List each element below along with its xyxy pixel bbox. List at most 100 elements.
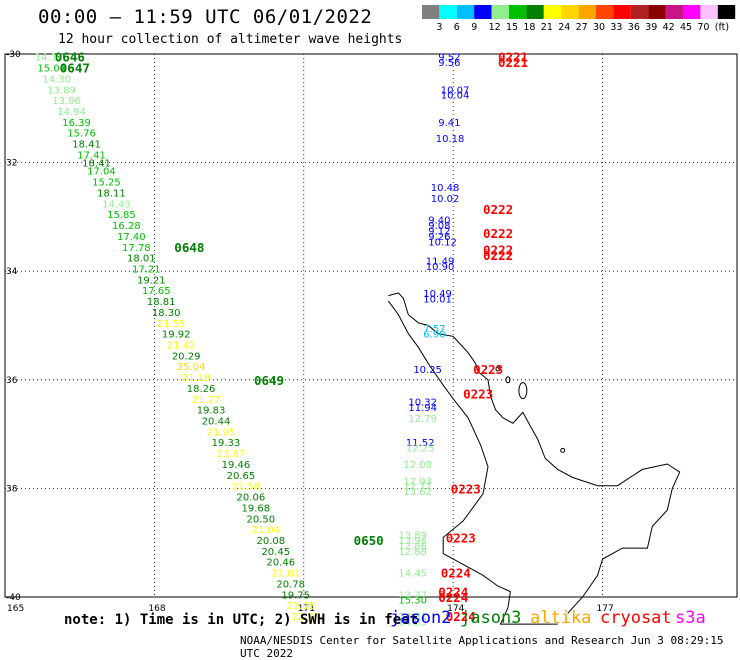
island: [505, 376, 511, 384]
lon-tick-label: 174: [447, 604, 464, 614]
colorbar-label: 6: [454, 22, 460, 33]
swh-value: 15.04: [37, 64, 66, 75]
colorbar-swatch: [596, 5, 614, 19]
swh-value: 14.43: [102, 199, 131, 210]
time-label: 0224: [441, 566, 471, 581]
colorbar-label: 36: [628, 22, 640, 33]
swh-value: 12.93: [403, 476, 432, 487]
swh-value: 11.52: [406, 438, 435, 449]
colorbar-label: 27: [576, 22, 588, 33]
swh-value: 18.81: [147, 297, 176, 308]
swh-value: 14.12: [35, 53, 64, 64]
swh-value: 11.94: [408, 403, 437, 414]
swh-value: 10.01: [423, 294, 452, 305]
time-label: 0224: [438, 590, 468, 605]
lat-tick-label: -40: [6, 593, 21, 603]
swh-value: 12.68: [398, 547, 427, 558]
time-label: 0222: [483, 248, 513, 263]
time-label: 0223: [446, 530, 476, 545]
colorbar-swatch: [543, 5, 562, 19]
colorbar-swatch: [491, 5, 509, 19]
island: [495, 366, 501, 372]
swh-value: 10.18: [436, 134, 465, 145]
page-subtitle: 12 hour collection of altimeter wave hei…: [58, 32, 403, 47]
map-frame: [4, 53, 738, 598]
swh-value: 25.04: [177, 362, 206, 373]
swh-value: 10.49: [423, 289, 452, 300]
swh-value: 20.08: [256, 536, 285, 547]
swh-value: 22.28: [291, 612, 320, 623]
colorbar-label: 70: [697, 22, 709, 33]
swh-value: 21.77: [192, 395, 221, 406]
swh-value: 14.83: [398, 617, 427, 628]
swh-value: 9.26: [428, 232, 450, 243]
colorbar-swatch: [456, 5, 475, 19]
legend-altika: altika: [530, 608, 592, 628]
swh-value: 9.41: [438, 118, 460, 129]
swh-value: 12.79: [408, 414, 437, 425]
swh-value: 16.39: [62, 118, 91, 129]
swh-value: 18.26: [187, 384, 216, 395]
swh-value: 18.41: [72, 140, 101, 151]
time-label: 0650: [354, 533, 384, 548]
swh-value: 20.78: [276, 579, 305, 590]
legend-jason2: jason2: [390, 608, 452, 628]
swh-value: 19.83: [197, 406, 226, 417]
lat-tick-label: 36: [6, 376, 18, 386]
swh-value: 19.75: [281, 590, 310, 601]
swh-value: 19.68: [242, 503, 271, 514]
swh-value: 21.58: [232, 482, 261, 493]
colorbar-label: 39: [645, 22, 657, 33]
swh-value: 7.57: [423, 324, 445, 335]
time-label: 0224: [438, 585, 468, 600]
swh-value: 10.12: [428, 237, 457, 248]
page-title: 00:00 – 11:59 UTC 06/01/2022: [38, 6, 373, 28]
swh-value: 19.21: [137, 275, 166, 286]
swh-value: 14.81: [398, 612, 427, 623]
swh-value: 19.46: [222, 460, 251, 471]
swh-value: 21.95: [207, 427, 236, 438]
swh-value: 20.46: [266, 558, 295, 569]
colorbar-label: 30: [593, 22, 605, 33]
swh-value: 13.86: [52, 96, 81, 107]
swh-value: 14.30: [42, 74, 71, 85]
lat-tick-label: 38: [6, 484, 18, 494]
swh-value: 18.01: [127, 254, 156, 265]
colorbar-label: 12: [489, 22, 501, 33]
swh-value: 20.65: [227, 471, 256, 482]
swh-value: 21.42: [167, 341, 196, 352]
swh-value: 17.40: [117, 232, 146, 243]
swh-value: 21.81: [271, 569, 300, 580]
colorbar-label: 45: [680, 22, 692, 33]
lat-tick-label: -30: [6, 50, 21, 60]
swh-value: 20.29: [172, 351, 201, 362]
legend-cryosat: cryosat: [600, 608, 672, 628]
time-label: 0222: [483, 226, 513, 241]
swh-value: 19.33: [212, 438, 241, 449]
swh-value: 10.07: [441, 85, 470, 96]
swh-value: 9.56: [438, 58, 460, 69]
swh-value: 9.08: [428, 221, 450, 232]
swh-value: 20.45: [261, 547, 290, 558]
legend-s3a: s3a: [675, 608, 706, 628]
swh-value: 21.18: [182, 373, 211, 384]
swh-value: 12.08: [403, 460, 432, 471]
legend-jason3: jason3: [460, 608, 522, 628]
swh-value: 15.85: [107, 210, 136, 221]
swh-value: 11.49: [426, 256, 455, 267]
swh-value: 12.77: [403, 482, 432, 493]
colorbar-label: 42: [663, 22, 675, 33]
swh-value: 15.30: [398, 596, 427, 607]
time-label: 0647: [60, 61, 90, 76]
swh-value: 12.86: [398, 541, 427, 552]
colorbar-swatch: [717, 5, 736, 19]
swh-value: 14.45: [398, 569, 427, 580]
swh-value: 20.06: [237, 493, 266, 504]
colorbar-label: 21: [541, 22, 553, 33]
swh-value: 10.90: [426, 262, 455, 273]
swh-value: 17.04: [87, 167, 116, 178]
coastline-east: [388, 292, 681, 614]
colorbar-swatch: [700, 5, 718, 19]
swh-value: 10.25: [413, 365, 442, 376]
